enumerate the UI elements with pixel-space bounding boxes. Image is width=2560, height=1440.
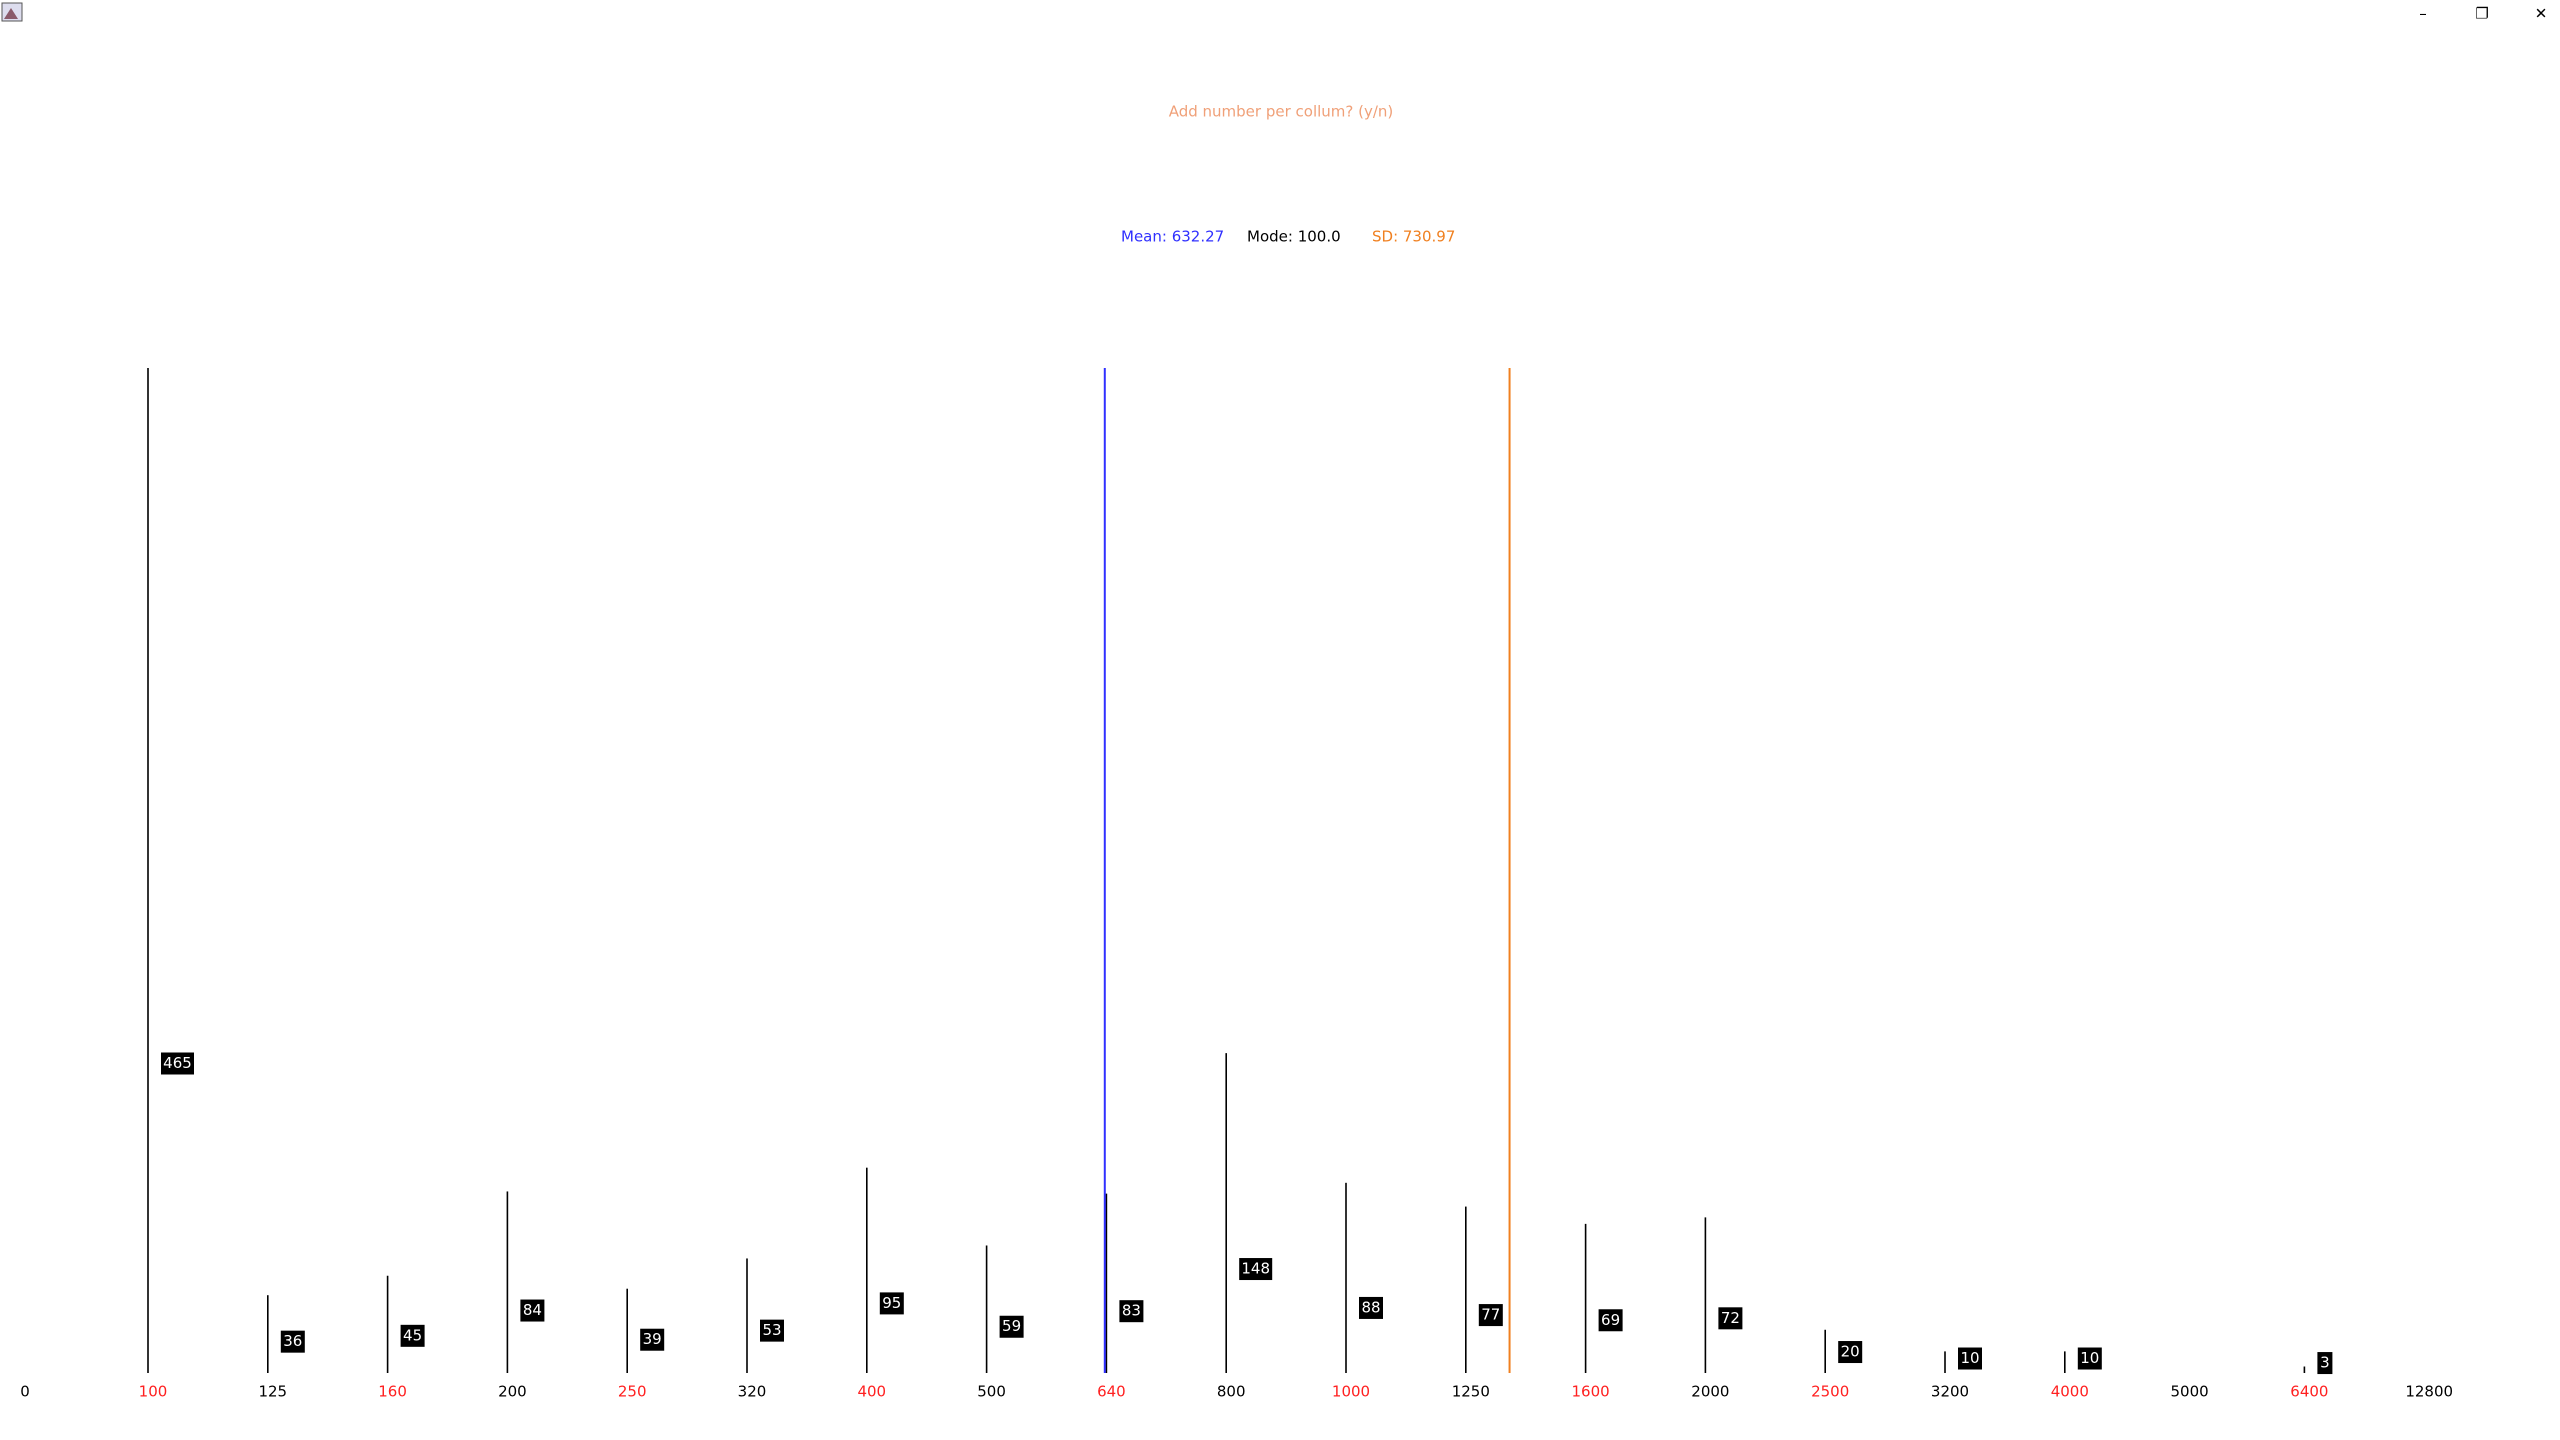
- sd-label: SD: 730.97: [1372, 228, 1455, 246]
- value-label-box: [400, 1324, 425, 1347]
- x-tick-label: 0: [20, 1383, 30, 1401]
- x-tick-label: 250: [618, 1383, 647, 1401]
- bar: [1944, 1351, 1946, 1373]
- value-label: 36: [283, 1332, 302, 1350]
- bar: [985, 1245, 988, 1373]
- bar: [267, 1295, 269, 1373]
- bar: [1824, 1329, 1826, 1373]
- x-tick-label: 1600: [1572, 1383, 1610, 1401]
- x-tick-label: 500: [977, 1383, 1006, 1401]
- x-tick-label: 640: [1097, 1383, 1126, 1401]
- x-tick-label: 3200: [1931, 1383, 1969, 1401]
- value-label-box: [1838, 1341, 1863, 1364]
- value-label-box: [879, 1292, 904, 1315]
- x-tick-label: 320: [738, 1383, 767, 1401]
- value-label: 88: [1361, 1298, 1380, 1316]
- x-tick-label: 4000: [2051, 1383, 2089, 1401]
- value-label-box: [1359, 1296, 1383, 1319]
- x-tick-label: 2000: [1691, 1383, 1729, 1401]
- value-label-box: [2077, 1347, 2102, 1370]
- x-tick-label: 2500: [1811, 1383, 1849, 1401]
- value-label-box: [1119, 1300, 1144, 1323]
- bar: [506, 1191, 509, 1373]
- x-tick-label: 400: [857, 1383, 886, 1401]
- bar: [866, 1167, 868, 1373]
- app-icon: [1, 2, 23, 22]
- value-label-box: [280, 1330, 305, 1353]
- close-button[interactable]: ✕: [2535, 5, 2548, 23]
- x-tick-label: 1250: [1452, 1383, 1490, 1401]
- value-label: 59: [1002, 1317, 1021, 1335]
- value-label: 77: [1481, 1306, 1500, 1324]
- value-label-box: [161, 1052, 194, 1075]
- value-label: 39: [643, 1330, 662, 1348]
- value-label-box: [760, 1319, 784, 1342]
- value-label-box: [1598, 1309, 1623, 1332]
- x-tick-label: 800: [1217, 1383, 1246, 1401]
- value-label: 45: [403, 1326, 422, 1344]
- value-label: 83: [1122, 1302, 1141, 1320]
- value-label-box: [1958, 1347, 1982, 1370]
- value-label: 53: [762, 1321, 781, 1339]
- x-tick-label: 5000: [2171, 1383, 2209, 1401]
- mean-label: Mean: 632.27: [1121, 228, 1224, 246]
- bar: [1225, 1053, 1227, 1373]
- value-label: 95: [882, 1294, 901, 1312]
- x-tick-label: 200: [498, 1383, 527, 1401]
- bar: [1345, 1182, 1347, 1373]
- minimize-button[interactable]: –: [2419, 5, 2427, 23]
- value-label: 465: [163, 1054, 192, 1072]
- value-label-box: [520, 1299, 545, 1322]
- bar: [147, 368, 149, 1373]
- x-tick-label: 125: [258, 1383, 287, 1401]
- x-tick-label: 160: [378, 1383, 407, 1401]
- bar: [2303, 1366, 2306, 1373]
- value-label: 69: [1601, 1311, 1620, 1329]
- value-label: 84: [523, 1301, 542, 1319]
- bar: [746, 1258, 748, 1373]
- x-tick-label: 100: [139, 1383, 168, 1401]
- value-label-box: [640, 1328, 665, 1351]
- bar: [1105, 1193, 1108, 1373]
- x-tick-label: 1000: [1332, 1383, 1370, 1401]
- bar: [1704, 1217, 1707, 1373]
- bar: [626, 1288, 628, 1373]
- mode-label: Mode: 100.0: [1247, 228, 1341, 246]
- x-tick-label: 12800: [2405, 1383, 2453, 1401]
- bar: [2064, 1351, 2066, 1373]
- x-tick-label: 6400: [2290, 1383, 2328, 1401]
- chart-title: Add number per collum? (y/n): [1169, 103, 1394, 121]
- value-label: 3: [2320, 1354, 2330, 1372]
- value-label-box: [999, 1315, 1024, 1338]
- value-label-box: [1239, 1258, 1273, 1281]
- bar: [1584, 1223, 1587, 1373]
- value-label-box: [1478, 1304, 1503, 1327]
- value-label: 148: [1241, 1260, 1270, 1278]
- value-label-box: [1718, 1307, 1743, 1330]
- bar: [1465, 1206, 1467, 1373]
- value-label: 72: [1721, 1309, 1740, 1327]
- restore-button[interactable]: ❐: [2475, 5, 2488, 23]
- value-label: 10: [2080, 1349, 2099, 1367]
- value-label-box: [2317, 1352, 2333, 1375]
- value-label: 10: [1960, 1349, 1979, 1367]
- bar: [386, 1275, 389, 1373]
- value-label: 20: [1841, 1343, 1860, 1361]
